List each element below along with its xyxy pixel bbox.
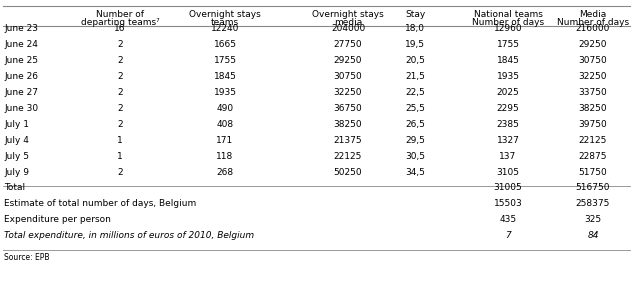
- Text: 38250: 38250: [579, 104, 607, 113]
- Text: 51750: 51750: [579, 168, 608, 177]
- Text: 15503: 15503: [494, 199, 522, 208]
- Text: National teams: National teams: [473, 10, 542, 19]
- Text: 36750: 36750: [334, 104, 362, 113]
- Text: 29250: 29250: [579, 40, 607, 49]
- Text: 1935: 1935: [496, 72, 520, 81]
- Text: 2: 2: [117, 72, 123, 81]
- Text: 20,5: 20,5: [405, 56, 425, 65]
- Text: 12240: 12240: [211, 24, 239, 33]
- Text: Total: Total: [4, 183, 25, 192]
- Text: 258375: 258375: [576, 199, 610, 208]
- Text: 3105: 3105: [496, 168, 520, 177]
- Text: 27750: 27750: [334, 40, 362, 49]
- Text: 408: 408: [216, 120, 234, 129]
- Text: 22875: 22875: [579, 152, 607, 161]
- Text: 30,5: 30,5: [405, 152, 425, 161]
- Text: 38250: 38250: [334, 120, 362, 129]
- Text: Stay: Stay: [405, 10, 425, 19]
- Text: 435: 435: [499, 215, 517, 224]
- Text: 84: 84: [587, 231, 599, 240]
- Text: 2: 2: [117, 168, 123, 177]
- Text: Overnight stays: Overnight stays: [189, 10, 261, 19]
- Text: Overnight stays: Overnight stays: [312, 10, 384, 19]
- Text: Number of days: Number of days: [557, 18, 629, 27]
- Text: Number of: Number of: [96, 10, 144, 19]
- Text: Estimate of total number of days, Belgium: Estimate of total number of days, Belgiu…: [4, 199, 196, 208]
- Text: June 26: June 26: [4, 72, 38, 81]
- Text: 26,5: 26,5: [405, 120, 425, 129]
- Text: July 1: July 1: [4, 120, 29, 129]
- Text: 1: 1: [117, 152, 123, 161]
- Text: 2385: 2385: [496, 120, 520, 129]
- Text: 118: 118: [216, 152, 234, 161]
- Text: 12960: 12960: [494, 24, 522, 33]
- Text: 21375: 21375: [334, 136, 362, 145]
- Text: July 5: July 5: [4, 152, 29, 161]
- Text: June 24: June 24: [4, 40, 38, 49]
- Text: media: media: [334, 18, 362, 27]
- Text: 34,5: 34,5: [405, 168, 425, 177]
- Text: 490: 490: [216, 104, 234, 113]
- Text: 216000: 216000: [576, 24, 610, 33]
- Text: 2: 2: [117, 120, 123, 129]
- Text: Media: Media: [579, 10, 606, 19]
- Text: 2: 2: [117, 40, 123, 49]
- Text: 32250: 32250: [579, 72, 607, 81]
- Text: 21,5: 21,5: [405, 72, 425, 81]
- Text: 137: 137: [499, 152, 517, 161]
- Text: 1755: 1755: [496, 40, 520, 49]
- Text: 1: 1: [117, 136, 123, 145]
- Text: July 4: July 4: [4, 136, 29, 145]
- Text: 204000: 204000: [331, 24, 365, 33]
- Text: 1665: 1665: [213, 40, 237, 49]
- Text: 30750: 30750: [579, 56, 608, 65]
- Text: 1935: 1935: [213, 88, 237, 97]
- Text: June 30: June 30: [4, 104, 38, 113]
- Text: Number of days: Number of days: [472, 18, 544, 27]
- Text: 32250: 32250: [334, 88, 362, 97]
- Text: June 25: June 25: [4, 56, 38, 65]
- Text: 1845: 1845: [496, 56, 520, 65]
- Text: 33750: 33750: [579, 88, 608, 97]
- Text: 22,5: 22,5: [405, 88, 425, 97]
- Text: 29,5: 29,5: [405, 136, 425, 145]
- Text: 25,5: 25,5: [405, 104, 425, 113]
- Text: 1327: 1327: [496, 136, 520, 145]
- Text: 7: 7: [505, 231, 511, 240]
- Text: June 23: June 23: [4, 24, 38, 33]
- Text: 29250: 29250: [334, 56, 362, 65]
- Text: teams: teams: [211, 18, 239, 27]
- Text: 22125: 22125: [334, 152, 362, 161]
- Text: Source: EPB: Source: EPB: [4, 253, 49, 262]
- Text: 2025: 2025: [497, 88, 519, 97]
- Text: 1755: 1755: [213, 56, 237, 65]
- Text: 268: 268: [216, 168, 234, 177]
- Text: 18,0: 18,0: [405, 24, 425, 33]
- Text: 1845: 1845: [213, 72, 237, 81]
- Text: 516750: 516750: [576, 183, 610, 192]
- Text: 171: 171: [216, 136, 234, 145]
- Text: 2295: 2295: [497, 104, 519, 113]
- Text: 39750: 39750: [579, 120, 608, 129]
- Text: 2: 2: [117, 56, 123, 65]
- Text: 31005: 31005: [494, 183, 522, 192]
- Text: 2: 2: [117, 88, 123, 97]
- Text: July 9: July 9: [4, 168, 29, 177]
- Text: 16: 16: [114, 24, 126, 33]
- Text: 2: 2: [117, 104, 123, 113]
- Text: 325: 325: [584, 215, 601, 224]
- Text: 50250: 50250: [334, 168, 362, 177]
- Text: June 27: June 27: [4, 88, 38, 97]
- Text: 30750: 30750: [334, 72, 362, 81]
- Text: 22125: 22125: [579, 136, 607, 145]
- Text: Expenditure per person: Expenditure per person: [4, 215, 111, 224]
- Text: Total expenditure, in millions of euros of 2010, Belgium: Total expenditure, in millions of euros …: [4, 231, 254, 240]
- Text: 19,5: 19,5: [405, 40, 425, 49]
- Text: departing teams⁷: departing teams⁷: [80, 18, 160, 27]
